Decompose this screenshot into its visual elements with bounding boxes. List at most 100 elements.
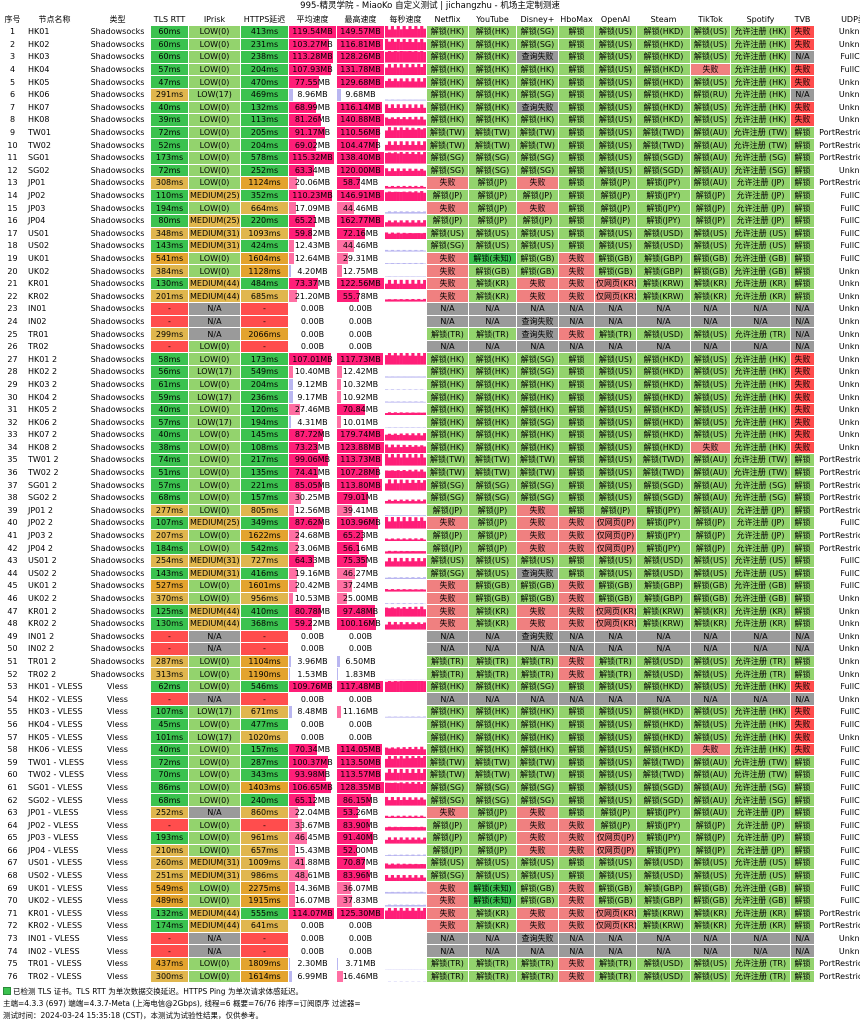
sparkline-bar bbox=[387, 539, 392, 541]
sparkline-bar bbox=[420, 716, 424, 718]
unlock-status: 失败 bbox=[516, 516, 559, 530]
sparkline-bar bbox=[405, 41, 409, 50]
sparkline-bar bbox=[423, 589, 426, 592]
speed-value: 80.78MB bbox=[294, 606, 331, 616]
https-latency: 671ms bbox=[240, 705, 289, 719]
unlock-status: 解锁 bbox=[558, 377, 595, 392]
unlock-status: 失败 bbox=[516, 528, 559, 543]
tls-rtt: 308ms bbox=[150, 176, 189, 190]
sparkline-bar bbox=[417, 427, 421, 428]
speed-bar-fill bbox=[289, 391, 293, 403]
unlock-status: 解锁(US) bbox=[690, 956, 731, 971]
ip-risk: N/A bbox=[188, 931, 241, 946]
unlock-status: 解锁(HKD) bbox=[636, 440, 691, 455]
node-type: Vless bbox=[84, 679, 151, 694]
speed-bar-fill bbox=[337, 89, 341, 101]
sparkline-bar bbox=[420, 783, 424, 793]
row-index: 51 bbox=[0, 654, 25, 669]
speed-value: 140.88MB bbox=[340, 115, 381, 125]
unlock-status: 解锁(TR) bbox=[468, 956, 517, 971]
sparkline-bar bbox=[408, 283, 412, 289]
sparkline-bar bbox=[405, 681, 409, 692]
sparkline-bar bbox=[402, 103, 406, 113]
unlock-status: 解锁(US) bbox=[690, 390, 731, 404]
tvb-status: N/A bbox=[790, 339, 815, 354]
sparkline-bar bbox=[414, 26, 418, 38]
https-latency: 542ms bbox=[240, 541, 289, 555]
sparkline-bar bbox=[390, 191, 394, 201]
udp-type: Unknown bbox=[814, 100, 860, 115]
tls-rtt: 184ms bbox=[150, 541, 189, 555]
node-name: JP03 - VLESS bbox=[24, 831, 85, 845]
unlock-status: N/A bbox=[426, 642, 469, 656]
per-second-speed-sparkline bbox=[384, 768, 427, 782]
sparkline-bar bbox=[414, 815, 418, 818]
avg-speed: 24.68MB bbox=[288, 528, 337, 543]
unlock-status: N/A bbox=[468, 314, 517, 329]
sparkline-bar bbox=[405, 589, 409, 592]
speed-value: 87.72MB bbox=[294, 430, 331, 440]
unlock-status: 解锁 bbox=[558, 490, 595, 505]
speed-value: 11.16MB bbox=[342, 707, 379, 717]
tls-rtt: 207ms bbox=[150, 528, 189, 543]
unlock-status: 允许注册 (HK) bbox=[730, 742, 791, 757]
speed-value: 3.71MB bbox=[345, 959, 376, 969]
speed-bar-fill bbox=[289, 895, 296, 907]
speed-value: 59.82MB bbox=[294, 228, 331, 238]
max-speed: 10.32MB bbox=[336, 377, 385, 392]
tvb-status: N/A bbox=[790, 931, 815, 946]
unlock-status: 解锁(SG) bbox=[468, 793, 517, 807]
max-speed: 128.35MB bbox=[336, 780, 385, 795]
https-latency: 236ms bbox=[240, 390, 289, 404]
node-type: Vless bbox=[84, 893, 151, 908]
sparkline-bar bbox=[402, 222, 406, 227]
avg-speed: 119.54MB bbox=[288, 25, 337, 39]
sparkline-bar bbox=[405, 816, 409, 818]
node-name: HK03 - VLESS bbox=[24, 705, 85, 719]
max-speed: 44.46MB bbox=[336, 239, 385, 253]
sparkline-bar bbox=[390, 470, 394, 478]
sparkline-bar bbox=[399, 470, 403, 478]
speed-value: 0.00B bbox=[348, 921, 373, 931]
sparkline-bar bbox=[387, 576, 392, 579]
sparkline-bar bbox=[396, 222, 400, 227]
unlock-status: 失败 bbox=[426, 516, 469, 530]
sparkline-bar bbox=[396, 103, 400, 113]
max-speed: 122.56MB bbox=[336, 276, 385, 291]
speed-bar-fill bbox=[337, 391, 342, 403]
tls-rtt: 56ms bbox=[150, 365, 189, 379]
sparkline-bar bbox=[408, 905, 412, 907]
speed-value: 44.46MB bbox=[342, 203, 379, 213]
speed-value: 21.20MB bbox=[294, 291, 331, 301]
https-latency: 252ms bbox=[240, 163, 289, 178]
sparkline-bar bbox=[396, 827, 400, 831]
unlock-status: 解锁(US) bbox=[594, 730, 637, 744]
speed-bar-fill bbox=[337, 202, 355, 214]
sparkline-bar bbox=[393, 557, 397, 567]
sparkline-bar bbox=[402, 483, 406, 491]
tvb-status: N/A bbox=[790, 314, 815, 329]
sparkline-chart bbox=[385, 731, 426, 743]
speed-bar-fill bbox=[289, 467, 319, 478]
row-index: 26 bbox=[0, 339, 25, 354]
sparkline-bar bbox=[393, 769, 397, 781]
node-type: Shadowsocks bbox=[84, 25, 151, 39]
sparkline-chart bbox=[385, 341, 426, 353]
sparkline-bar bbox=[385, 81, 389, 88]
speed-bar-fill bbox=[289, 454, 328, 466]
speed-value: 128.35MB bbox=[340, 782, 381, 792]
sparkline-bar bbox=[385, 145, 389, 151]
sparkline-bar bbox=[385, 589, 389, 592]
sparkline-chart bbox=[385, 167, 426, 176]
udp-type: FullCone bbox=[814, 566, 860, 581]
sparkline-bar bbox=[387, 446, 392, 453]
speed-bar-fill bbox=[289, 479, 323, 491]
node-name: JP01 bbox=[24, 176, 85, 190]
speed-bar-fill bbox=[337, 668, 338, 680]
tvb-status: 解锁 bbox=[790, 805, 815, 820]
sparkline-bar bbox=[393, 904, 397, 907]
node-type: Shadowsocks bbox=[84, 239, 151, 253]
max-speed: 44.46MB bbox=[336, 201, 385, 215]
ip-risk: LOW(0) bbox=[188, 654, 241, 669]
max-speed: 125.30MB bbox=[336, 906, 385, 921]
